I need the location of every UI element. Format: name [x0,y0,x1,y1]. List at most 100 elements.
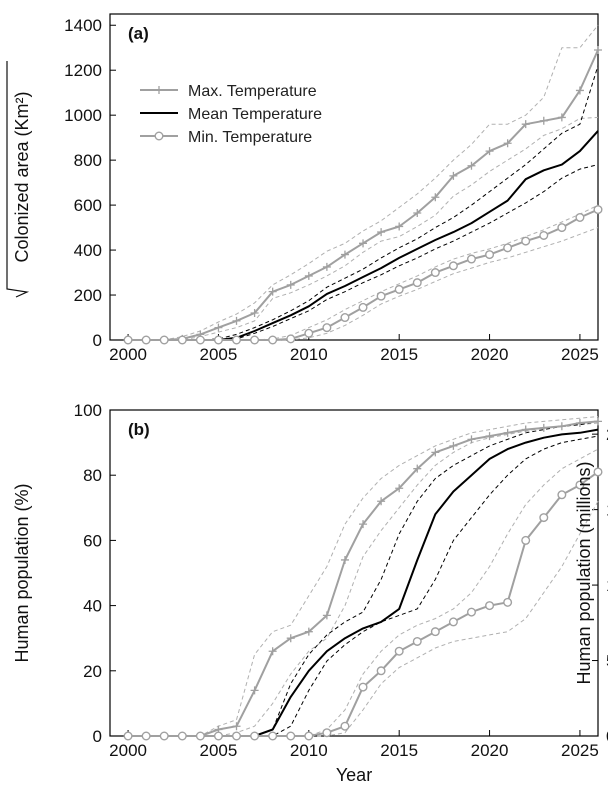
data-point-circle [430,268,440,278]
data-point-circle [250,731,260,741]
data-point-circle [250,335,260,345]
data-point-circle [141,731,151,741]
data-point-plus [359,239,368,248]
series-line [128,208,599,341]
data-point-plus [395,222,404,231]
data-point-circle [503,597,513,607]
data-point-circle [557,223,567,233]
data-point-plus [286,280,295,289]
data-point-circle [593,205,603,215]
data-point-circle [123,335,133,345]
data-point-circle [539,230,549,240]
data-point-plus [232,316,241,325]
data-point-plus [268,647,277,656]
x-tick-label: 2000 [109,345,147,364]
confidence-bound-line [128,448,599,737]
data-point-circle [539,513,549,523]
data-point-circle [159,335,169,345]
data-point-plus [575,419,584,428]
data-point-circle [394,284,404,294]
x-tick-label: 2010 [290,345,328,364]
data-point-circle [304,731,314,741]
data-point-plus [395,484,404,493]
data-point-plus [413,208,422,217]
y-tick-label: 100 [74,401,102,420]
panel-label: (b) [128,420,150,439]
data-point-plus [485,432,494,441]
data-point-plus [250,686,259,695]
data-point-circle [286,731,296,741]
y-tick-label: 600 [74,196,102,215]
y-tick-label: 60 [83,531,102,550]
data-point-plus [594,45,602,54]
data-point-circle [448,617,458,627]
data-point-circle [557,490,567,500]
panel-b: 2000200520102015202020250204060801000510… [12,401,608,785]
confidence-bound-line [128,204,599,341]
data-point-plus [485,147,494,156]
y-tick-label: 1000 [64,106,102,125]
data-point-plus [377,497,386,506]
y-axis-title: Colonized area (Km²) [12,91,32,262]
data-point-plus [539,423,548,432]
y-tick-label: 20 [83,662,102,681]
x-tick-label: 2015 [380,741,418,760]
legend-marker-circle [154,131,164,141]
data-point-plus [322,262,331,271]
data-point-circle [521,535,531,545]
data-point-plus [575,86,584,95]
data-point-circle [521,236,531,246]
data-point-circle [286,334,296,344]
data-point-circle [177,335,187,345]
data-point-plus [594,417,602,426]
data-point-plus [503,428,512,437]
data-point-circle [430,627,440,637]
legend-label: Min. Temperature [188,129,312,146]
data-point-circle [268,731,278,741]
data-point-circle [485,250,495,260]
data-point-plus [539,116,548,125]
data-point-circle [466,254,476,264]
data-point-plus [377,228,386,237]
panel-a: 2000 2005 2010 2015 2020 2025 0 200 400 600 800 100… [6,13,603,364]
data-point-plus [340,250,349,259]
data-point-plus [467,161,476,170]
data-point-plus [304,271,313,280]
data-point-plus [214,323,223,332]
data-point-circle [575,212,585,222]
y-right-axis-title: Human population (millions) [574,461,594,684]
x-tick-label: 2025 [561,345,599,364]
x-tick-label: 2005 [200,345,238,364]
data-point-circle [340,721,350,731]
data-point-plus [431,448,440,457]
data-point-circle [322,323,332,333]
y-right-tick-label: 10 [606,576,608,595]
plot-frame [109,13,599,341]
data-point-circle [159,731,169,741]
data-point-plus [359,520,368,529]
y-right-tick-label: 15 [606,501,608,520]
data-point-plus [322,611,331,620]
confidence-bound-line [128,24,599,341]
data-point-plus [449,171,458,180]
data-point-circle [412,636,422,646]
data-point-circle [503,243,513,253]
y-tick-label: 1400 [64,16,102,35]
data-point-circle [213,731,223,741]
data-point-circle [358,302,368,312]
x-tick-label: 2005 [200,741,238,760]
y-right-tick-label: 5 [606,652,608,671]
y-tick-label: 40 [83,597,102,616]
y-tick-label: 800 [74,151,102,170]
data-point-circle [213,335,223,345]
plot-frame [109,409,599,737]
data-point-circle [232,731,242,741]
data-point-plus [521,425,530,434]
data-point-plus [467,435,476,444]
y-tick-label: 400 [74,241,102,260]
data-point-circle [394,646,404,656]
data-point-circle [123,731,133,741]
data-point-plus [431,193,440,202]
data-point-circle [593,467,603,477]
